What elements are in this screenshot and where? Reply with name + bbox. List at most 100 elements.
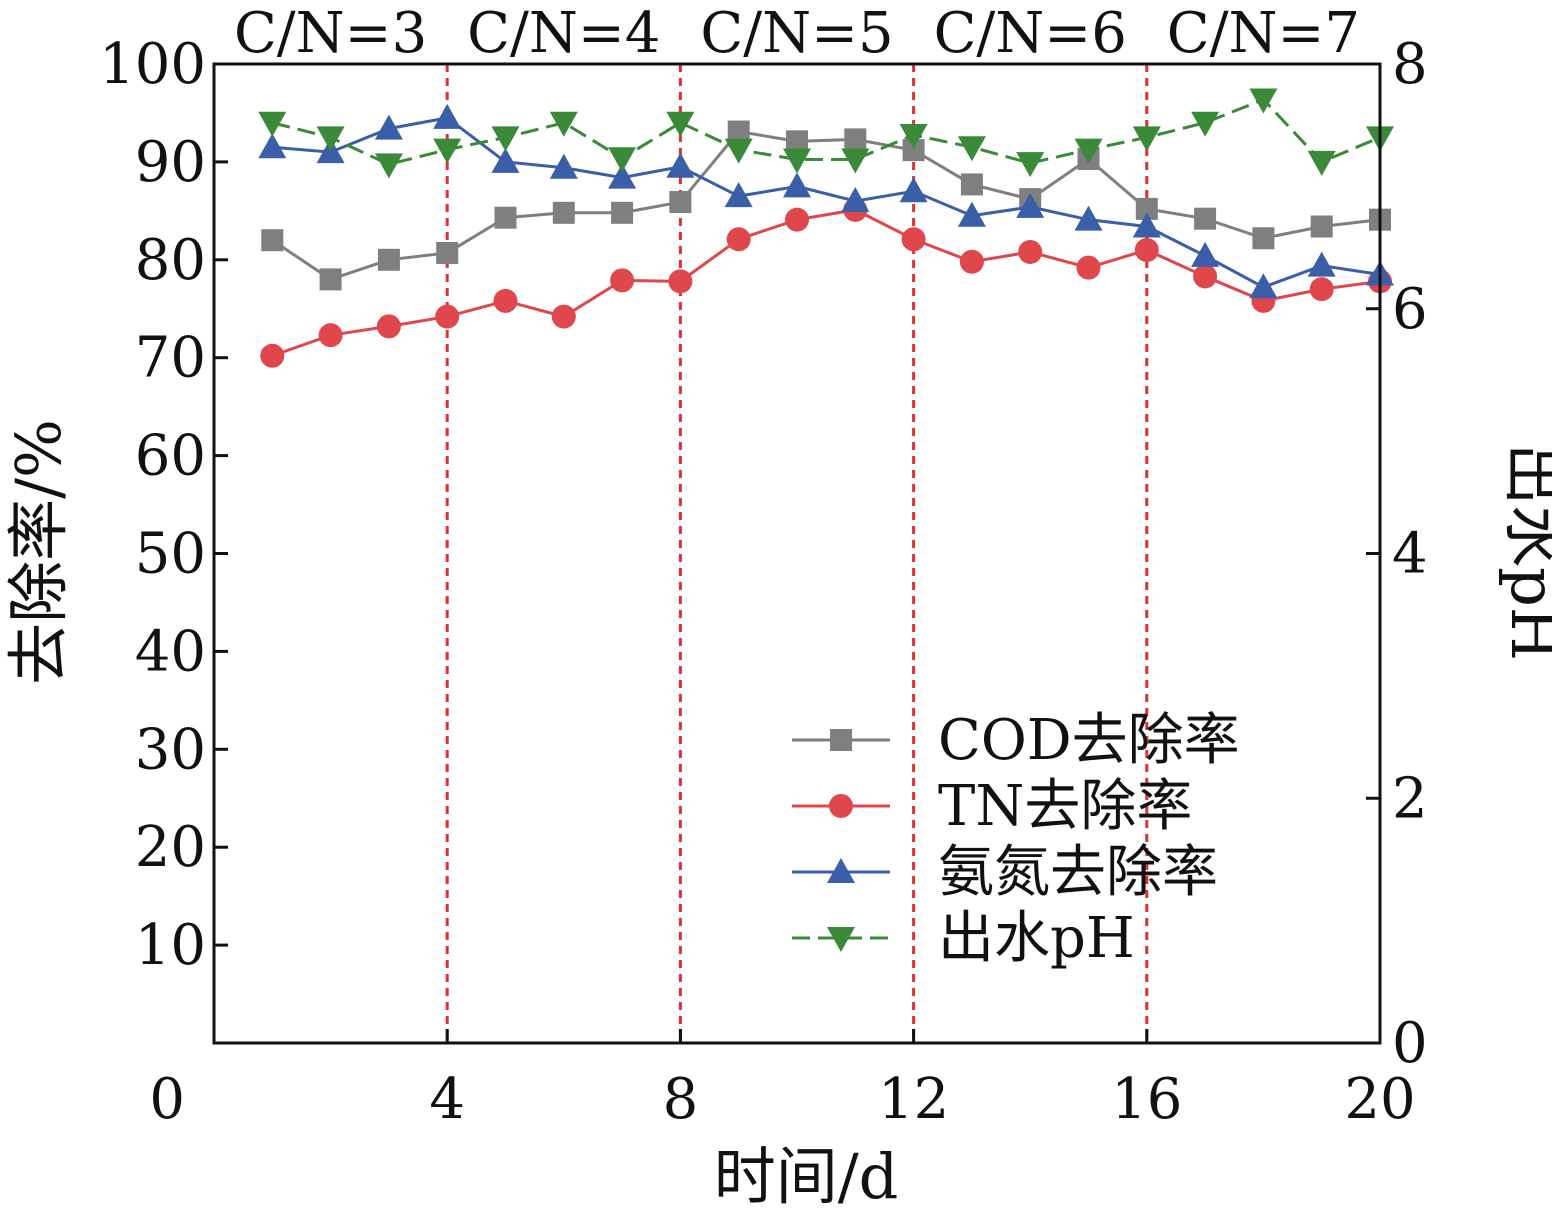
data-point	[1016, 192, 1045, 218]
y2-tick-label: 8	[1392, 32, 1428, 97]
data-point	[319, 268, 342, 291]
phase-label: C/N=6	[934, 1, 1127, 66]
data-point	[1074, 138, 1103, 164]
data-point	[491, 147, 520, 173]
data-point	[1252, 227, 1275, 250]
y-tick-label: 90	[135, 130, 206, 195]
data-point	[841, 148, 870, 174]
data-point	[1132, 126, 1161, 152]
data-point	[1135, 197, 1158, 220]
y-tick-label: 30	[135, 717, 206, 782]
data-point	[785, 207, 809, 232]
phase-dividers	[445, 64, 1149, 1043]
x-tick-label: 12	[878, 1067, 949, 1132]
y2-axis-title: 出水pH	[1497, 443, 1552, 661]
data-point	[1191, 111, 1220, 137]
legend-label: 出水pH	[938, 906, 1135, 971]
y-axis-title: 去除率/%	[2, 419, 75, 685]
series-line	[271, 97, 1381, 166]
data-point	[1307, 150, 1336, 176]
x-tick-label: 8	[663, 1067, 699, 1132]
data-point	[669, 191, 692, 214]
data-point	[1191, 241, 1220, 267]
data-point	[1193, 264, 1218, 289]
data-point	[957, 201, 986, 227]
axis-ticks	[212, 62, 1382, 1045]
data-point	[724, 138, 753, 164]
data-point	[610, 268, 635, 293]
x-tick-label: 20	[1344, 1067, 1415, 1132]
data-point	[494, 206, 517, 229]
data-point	[783, 172, 811, 198]
data-point	[611, 201, 634, 224]
data-point	[1309, 277, 1334, 302]
data-point	[316, 126, 345, 152]
legend-marker	[829, 794, 853, 818]
data-point	[844, 128, 867, 151]
y-tick-label: 100	[99, 32, 206, 97]
data-point	[376, 314, 401, 339]
phase-label: C/N=4	[467, 1, 660, 66]
y2-tick-label: 0	[1392, 1011, 1428, 1076]
legend-label: TN去除率	[938, 774, 1192, 839]
y-tick-label: 60	[135, 424, 206, 489]
y-tick-label: 50	[135, 522, 206, 587]
legend-marker	[827, 858, 855, 883]
phase-label: C/N=3	[234, 1, 427, 66]
data-point	[1249, 88, 1278, 114]
y-tick-label: 10	[135, 913, 206, 978]
data-point	[899, 123, 928, 149]
data-point	[960, 173, 983, 196]
data-point	[435, 304, 460, 329]
data-point	[902, 139, 925, 162]
x-tick-label: 16	[1111, 1067, 1182, 1132]
data-point	[726, 227, 751, 252]
data-point	[1074, 205, 1103, 231]
data-point	[668, 269, 693, 294]
data-point	[1018, 239, 1043, 264]
data-point	[260, 343, 285, 368]
legend-label: COD去除率	[938, 708, 1240, 773]
phase-label: C/N=5	[700, 1, 893, 66]
data-point	[1194, 207, 1217, 230]
data-point	[436, 241, 459, 264]
series-1	[260, 197, 1392, 368]
data-point	[1016, 152, 1045, 178]
data-point	[433, 103, 462, 129]
data-point	[374, 114, 403, 140]
data-point	[608, 163, 637, 189]
data-point	[377, 248, 400, 271]
series-3	[258, 88, 1394, 179]
data-point	[552, 201, 575, 224]
data-point	[666, 111, 695, 137]
y2-tick-label: 2	[1392, 766, 1428, 831]
x-tick-label: 0	[149, 1067, 185, 1132]
data-point	[727, 120, 750, 143]
data-point	[786, 130, 808, 153]
data-point	[258, 133, 287, 159]
data-point	[1132, 212, 1161, 238]
data-point	[318, 323, 343, 348]
data-point	[1076, 255, 1101, 280]
data-point	[374, 153, 403, 179]
data-point	[433, 138, 462, 164]
y2-tick-label: 6	[1392, 277, 1428, 342]
data-point	[959, 249, 984, 274]
x-axis-title: 时间/d	[714, 1140, 899, 1213]
data-point	[261, 229, 284, 252]
data-point	[493, 288, 518, 313]
data-point	[724, 182, 753, 208]
y2-tick-label: 4	[1392, 522, 1428, 587]
data-point	[783, 148, 811, 174]
data-point	[901, 227, 926, 252]
series-group	[258, 88, 1394, 368]
data-point	[957, 136, 986, 162]
data-point	[1307, 251, 1336, 277]
data-point	[608, 147, 637, 173]
phase-labels: C/N=3 C/N=4 C/N=5 C/N=6 C/N=7	[234, 1, 1360, 66]
y-tick-label: 40	[135, 619, 206, 684]
legend-marker	[830, 729, 852, 751]
data-point	[258, 111, 287, 137]
